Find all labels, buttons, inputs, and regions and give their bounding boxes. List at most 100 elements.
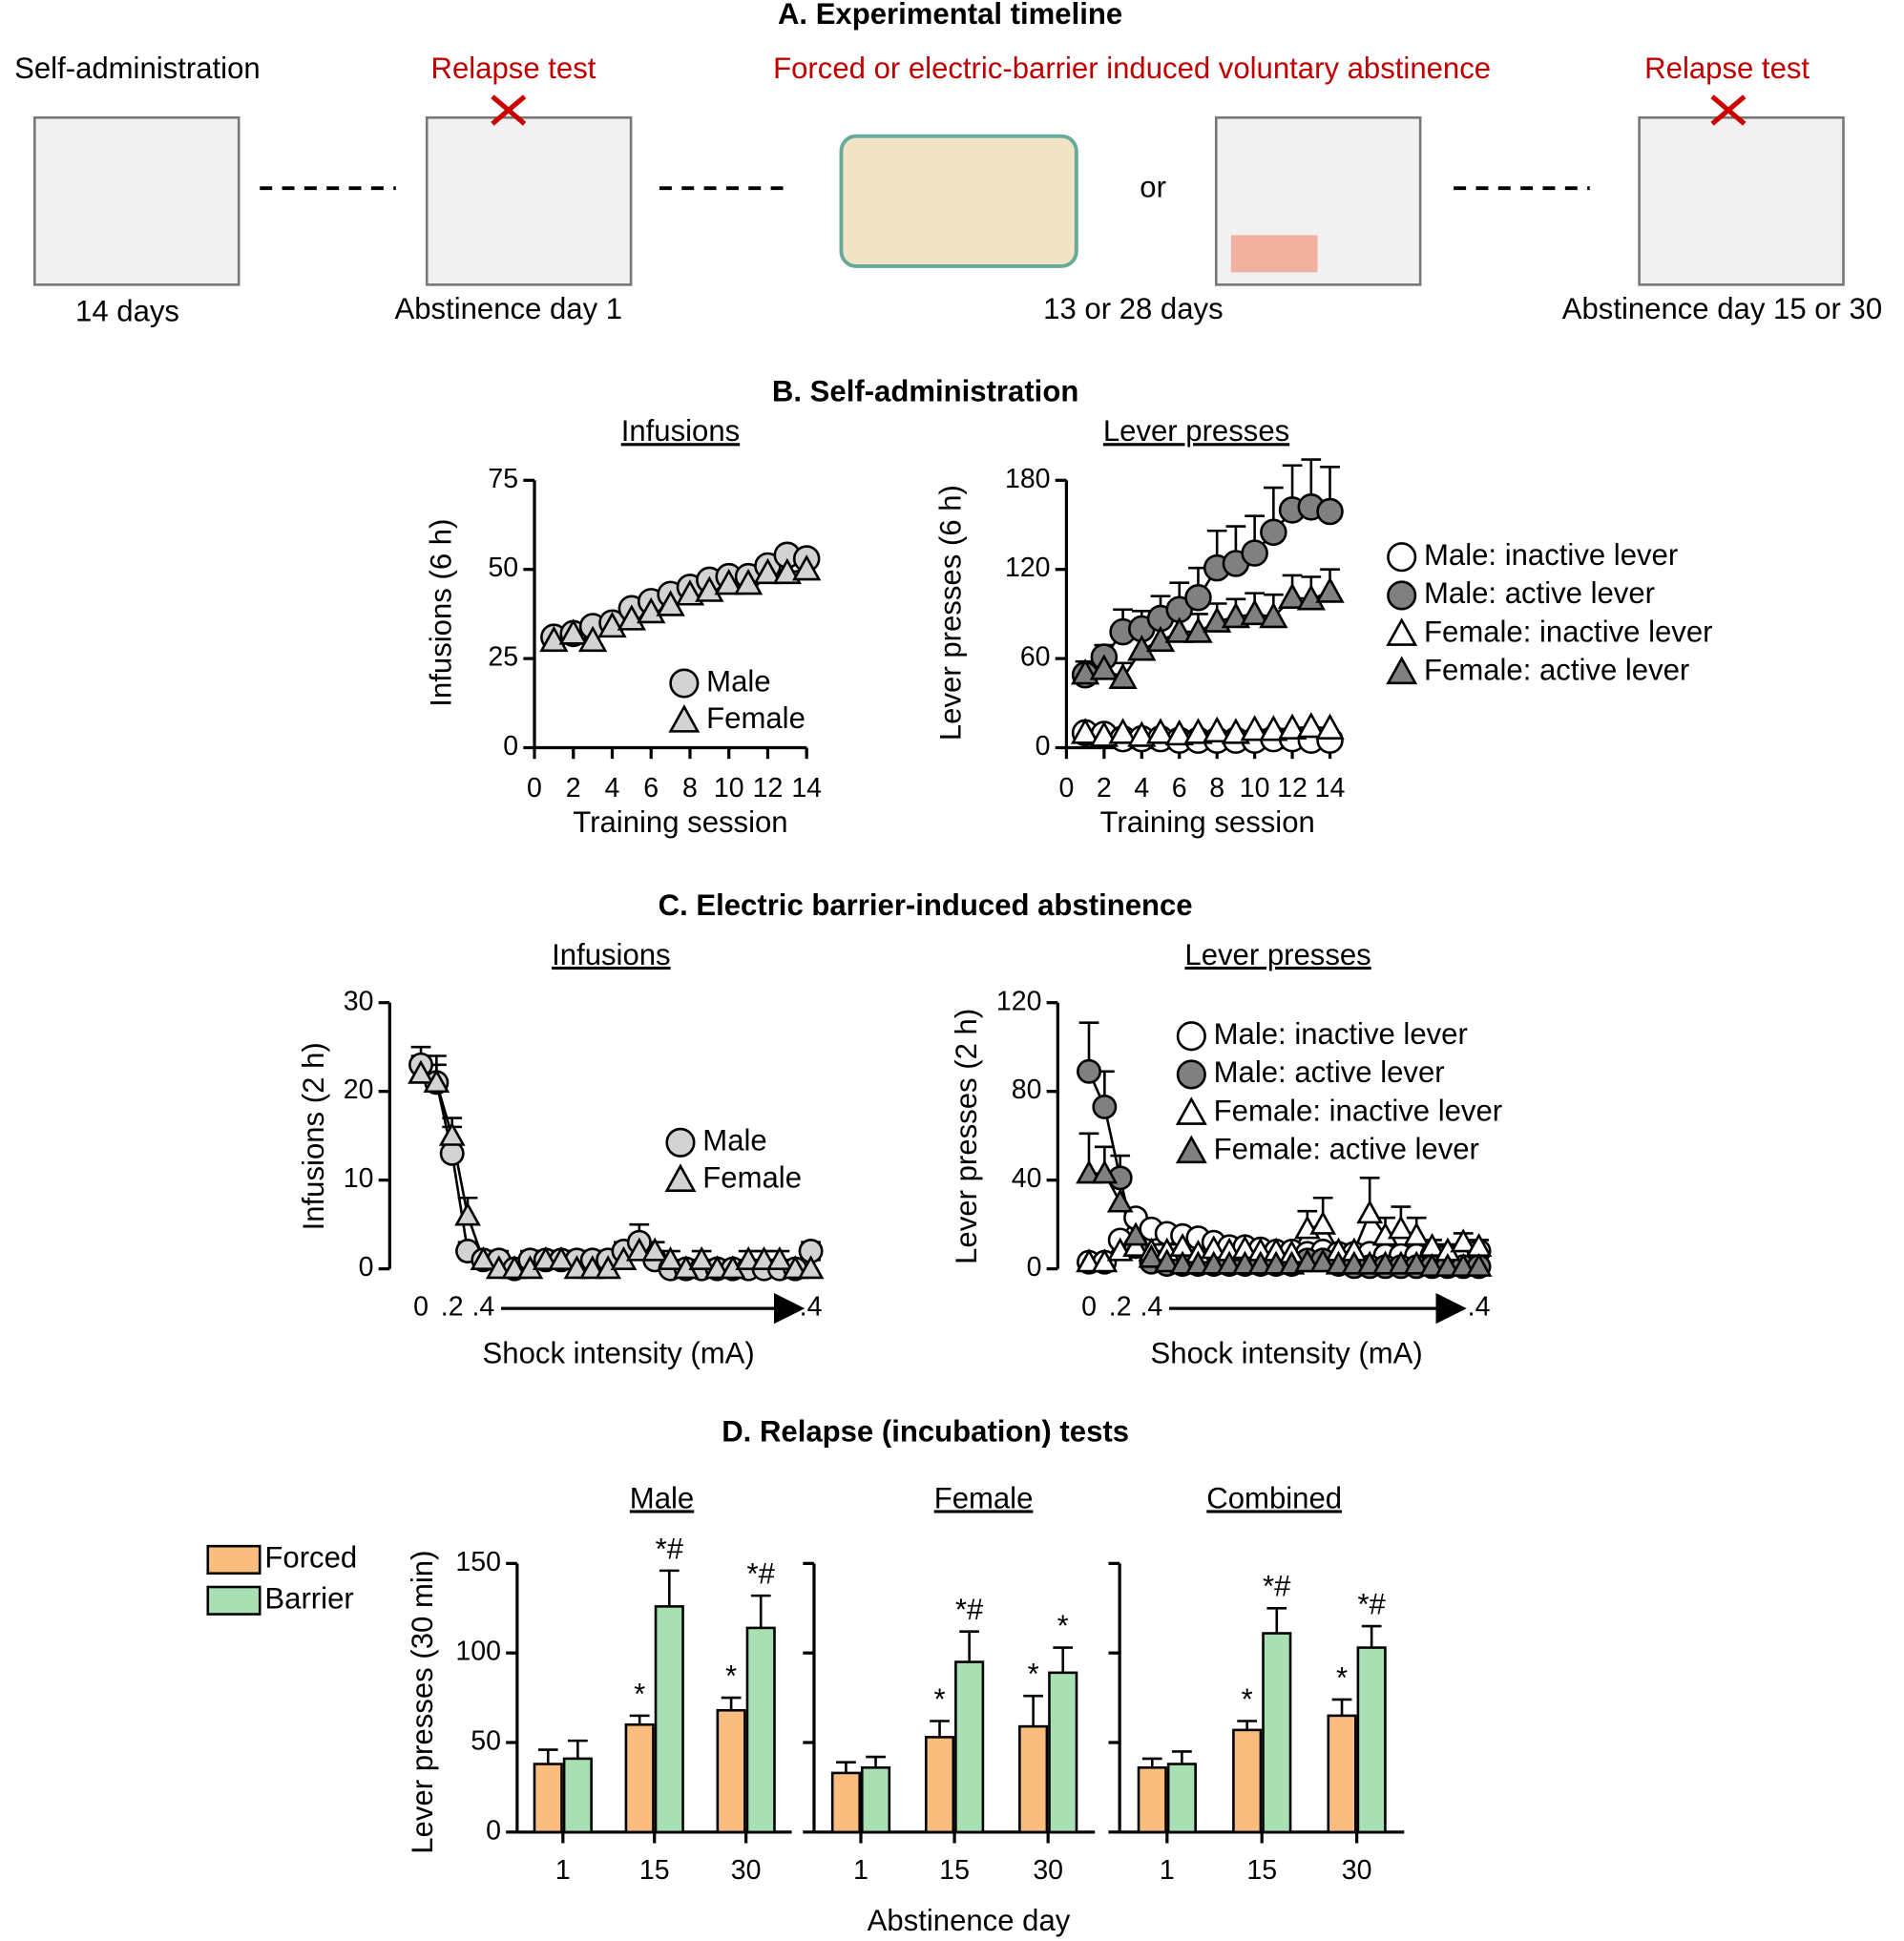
error-bar bbox=[959, 1630, 980, 1662]
legend-label: Forced bbox=[264, 1541, 357, 1575]
data-point bbox=[1418, 1252, 1446, 1277]
data-point bbox=[1153, 1248, 1181, 1273]
data-point bbox=[577, 625, 608, 653]
data-point bbox=[1138, 1243, 1165, 1268]
annotation: * bbox=[1057, 1609, 1069, 1642]
bar bbox=[830, 1771, 862, 1834]
stage-label: Relapse test bbox=[431, 52, 596, 85]
legend-label: Male: inactive lever bbox=[1424, 538, 1678, 572]
bar bbox=[1018, 1724, 1049, 1834]
legend-marker bbox=[1176, 1021, 1206, 1052]
x-tick-label: 10 bbox=[1240, 773, 1270, 804]
data-point bbox=[1231, 1250, 1259, 1275]
x-tick-label: 2 bbox=[566, 773, 581, 804]
x-tick-label: .4 bbox=[1140, 1292, 1162, 1323]
annotation: * bbox=[933, 1682, 945, 1716]
data-point bbox=[1076, 1248, 1102, 1273]
bar bbox=[745, 1626, 776, 1834]
data-point bbox=[797, 1255, 825, 1280]
data-point bbox=[1277, 582, 1308, 609]
bar bbox=[1166, 1763, 1197, 1834]
data-point bbox=[750, 1245, 778, 1270]
data-point bbox=[766, 1245, 793, 1270]
x-axis-label: Shock intensity (mA) bbox=[483, 1337, 755, 1370]
legend-marker bbox=[668, 704, 701, 733]
x-tick-label: 8 bbox=[682, 773, 698, 804]
data-point bbox=[563, 1255, 591, 1280]
data-point bbox=[501, 1255, 528, 1280]
data-point bbox=[695, 575, 724, 602]
x-tick-label: 12 bbox=[1277, 773, 1308, 804]
legend-label: Female: inactive lever bbox=[1424, 615, 1712, 648]
data-point bbox=[1184, 1250, 1212, 1275]
x-tick-label: 1 bbox=[1160, 1855, 1175, 1886]
legend-marker bbox=[1386, 656, 1418, 685]
error-bar bbox=[1053, 1646, 1074, 1673]
data-point bbox=[1221, 601, 1251, 629]
data-point bbox=[714, 569, 743, 595]
y-tick-label: 120 bbox=[1005, 553, 1051, 583]
x-tick-label: 30 bbox=[731, 1855, 762, 1886]
data-point bbox=[1293, 1248, 1321, 1273]
error-bar bbox=[568, 1739, 588, 1759]
data-point bbox=[1221, 718, 1251, 744]
data-point bbox=[454, 1201, 481, 1226]
data-point bbox=[657, 1245, 684, 1270]
data-point bbox=[1371, 1250, 1399, 1275]
data-point bbox=[1340, 1250, 1368, 1275]
x-tick-label: .4 bbox=[1468, 1292, 1491, 1323]
data-point bbox=[1091, 1159, 1119, 1184]
data-point bbox=[1183, 718, 1213, 744]
data-point bbox=[782, 1255, 809, 1280]
bar bbox=[562, 1757, 593, 1834]
data-point bbox=[1388, 1215, 1414, 1240]
y-tick-label: 0 bbox=[486, 1815, 501, 1846]
stage-duration: Abstinence day 15 or 30 bbox=[1562, 292, 1882, 325]
chamber bbox=[1638, 115, 1845, 286]
y-tick-label: 120 bbox=[996, 986, 1042, 1016]
data-point bbox=[641, 1237, 669, 1262]
legend-marker bbox=[1175, 1135, 1207, 1164]
data-point bbox=[408, 1059, 434, 1084]
data-point bbox=[423, 1069, 450, 1094]
data-point bbox=[539, 625, 569, 653]
data-point bbox=[1089, 720, 1119, 747]
x-tick-label: 30 bbox=[1033, 1855, 1063, 1886]
bar bbox=[1232, 1728, 1263, 1834]
data-point bbox=[1108, 662, 1138, 690]
data-point bbox=[470, 1245, 497, 1270]
data-point bbox=[1089, 654, 1119, 680]
bar bbox=[1137, 1765, 1167, 1834]
data-point bbox=[485, 1255, 513, 1280]
data-point bbox=[1164, 719, 1194, 746]
data-point bbox=[1263, 1250, 1289, 1275]
data-point bbox=[1388, 1250, 1414, 1275]
y-tick-label: 10 bbox=[344, 1163, 374, 1194]
bar bbox=[1356, 1646, 1387, 1834]
data-point bbox=[1240, 598, 1269, 626]
stage-label: Self-administration bbox=[14, 52, 261, 85]
stage-label: Relapse test bbox=[1644, 52, 1810, 85]
error-bar bbox=[1266, 1606, 1287, 1634]
data-point bbox=[1092, 1094, 1118, 1119]
legend-marker bbox=[1176, 1059, 1206, 1090]
x-tick-label: 15 bbox=[1246, 1855, 1277, 1886]
annotation: *# bbox=[747, 1557, 776, 1591]
data-point bbox=[1260, 518, 1287, 547]
y-tick-label: 30 bbox=[344, 986, 374, 1016]
error-bar bbox=[537, 1748, 558, 1764]
chamber bbox=[33, 115, 241, 286]
error-bar bbox=[750, 1594, 771, 1628]
error-bar bbox=[1237, 1720, 1258, 1730]
x-tick-label: 1 bbox=[555, 1855, 571, 1886]
data-point bbox=[735, 1245, 763, 1270]
x-tick-label: 6 bbox=[643, 773, 659, 804]
data-point bbox=[688, 1245, 716, 1270]
y-tick-label: 0 bbox=[1027, 1252, 1042, 1283]
data-point bbox=[1127, 720, 1157, 747]
y-tick-label: 20 bbox=[344, 1075, 374, 1105]
section-title: A. Experimental timeline bbox=[778, 0, 1122, 31]
data-point bbox=[1246, 1250, 1274, 1275]
y-tick-label: 100 bbox=[455, 1637, 501, 1667]
data-point bbox=[1277, 713, 1308, 740]
